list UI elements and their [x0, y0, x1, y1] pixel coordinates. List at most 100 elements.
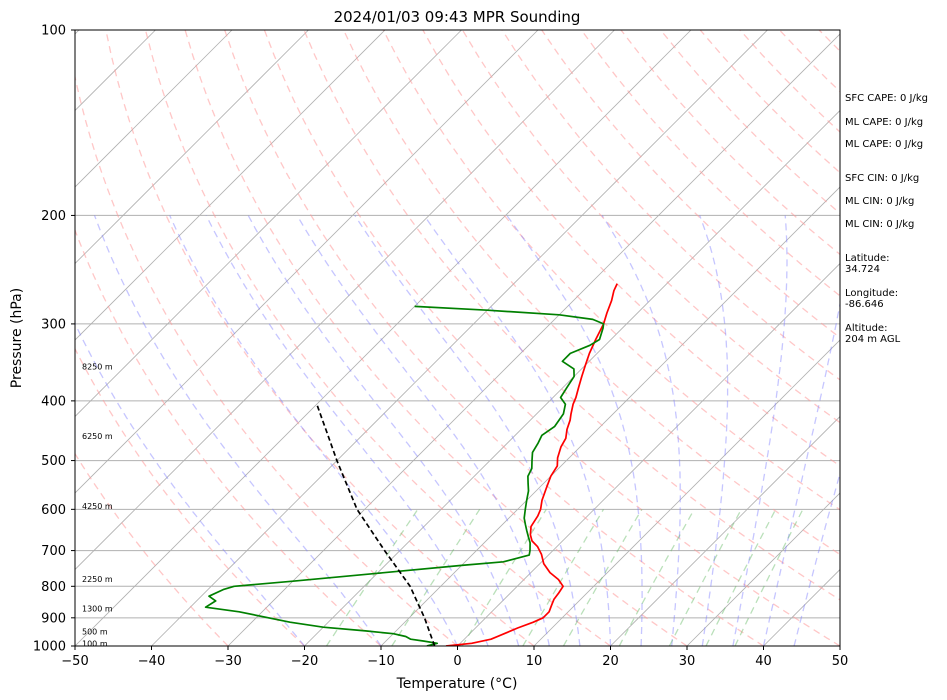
- x-tick-label: 10: [526, 654, 543, 669]
- chart-title: 2024/01/03 09:43 MPR Sounding: [334, 8, 581, 26]
- mixing-ratio-line: [734, 509, 804, 646]
- longitude-value: -86.646: [845, 299, 884, 310]
- x-tick-label: 20: [602, 654, 619, 669]
- x-tick-label: 40: [755, 654, 772, 669]
- isotherm-line: [227, 33, 840, 646]
- isotherm-line: [304, 109, 840, 646]
- sfc-cape-text: SFC CAPE: 0 J/kg: [845, 93, 928, 104]
- isotherm-line: [533, 339, 840, 646]
- dry-adiabat: [224, 30, 764, 646]
- dry-adiabat: [501, 30, 840, 381]
- dry-adiabat: [75, 452, 229, 646]
- x-tick-label: −40: [138, 654, 165, 669]
- longitude-block: Longitude: -86.646: [845, 288, 898, 310]
- latitude-value: 34.724: [845, 264, 880, 275]
- y-tick-label: 500: [41, 454, 66, 469]
- y-tick-label: 200: [41, 209, 66, 224]
- y-tick-label: 400: [41, 394, 66, 409]
- moist-adiabat: [699, 215, 729, 646]
- ml-cin-text-2: ML CIN: 0 J/kg: [845, 219, 915, 230]
- height-label: 8250 m: [82, 363, 113, 372]
- mixing-ratio-line: [562, 508, 643, 646]
- moist-adiabat: [423, 215, 612, 646]
- x-tick-label: −50: [61, 654, 88, 669]
- isotherm-line: [75, 30, 233, 188]
- y-tick-label: 1000: [33, 640, 66, 655]
- isotherm-line: [75, 30, 462, 418]
- isotherm-line: [75, 30, 615, 571]
- height-label: 2250 m: [82, 575, 113, 584]
- latitude-block: Latitude: 34.724: [845, 253, 890, 275]
- y-tick-label: 300: [41, 317, 66, 332]
- moist-adiabat: [793, 471, 840, 646]
- dry-adiabat: [184, 30, 688, 646]
- x-tick-label: −30: [214, 654, 241, 669]
- y-axis: 100 200 300 400 500 600 700 800 900 1000: [33, 24, 75, 655]
- y-tick-label: 100: [41, 24, 66, 39]
- moist-adiabat: [601, 215, 681, 646]
- isotherm-line: [75, 30, 386, 341]
- height-label: 500 m: [82, 628, 108, 637]
- moist-adiabat: [75, 321, 305, 646]
- series-group: [204, 283, 618, 646]
- dry-adiabat: [303, 30, 840, 601]
- isotherm-line: [75, 30, 539, 494]
- x-tick-label: 30: [679, 654, 696, 669]
- mixing-ratio-line: [705, 508, 777, 646]
- height-label: 100 m: [82, 639, 108, 648]
- x-tick-label: 50: [832, 654, 849, 669]
- altitude-value: 204 m AGL: [845, 334, 901, 345]
- dry-adiabat: [75, 74, 458, 646]
- altitude-label: Altitude:: [845, 323, 888, 334]
- x-axis-label: Temperature (°C): [396, 676, 518, 692]
- moist-adiabat: [354, 215, 581, 646]
- mixing-ratio-line: [522, 508, 605, 646]
- background-lines: [0, 30, 840, 646]
- height-label: 4250 m: [82, 502, 113, 511]
- y-tick-label: 800: [41, 580, 66, 595]
- moist-adiabat: [169, 215, 459, 646]
- ml-cape-text: ML CAPE: 0 J/kg: [845, 117, 924, 128]
- height-label: 1300 m: [82, 605, 113, 614]
- dry-adiabat: [105, 30, 535, 646]
- isotherm-line: [151, 30, 768, 646]
- x-tick-label: −20: [291, 654, 318, 669]
- dry-adiabat: [263, 30, 840, 646]
- dry-adiabat: [343, 30, 840, 556]
- plot-frame: [74, 29, 841, 647]
- ml-cin-text: ML CIN: 0 J/kg: [845, 196, 915, 207]
- height-label: 6250 m: [82, 432, 113, 441]
- x-axis: −50 −40 −30 −20 −10 0 10 20 30 40 50: [61, 646, 848, 669]
- altitude-block: Altitude: 204 m AGL: [845, 323, 900, 345]
- isotherm-line: [686, 492, 840, 646]
- mixing-ratio-line: [461, 508, 547, 646]
- isotherm-line: [457, 262, 840, 646]
- moist-adiabat: [762, 300, 840, 646]
- isotherm-line: [75, 30, 309, 265]
- moist-adiabat: [247, 215, 520, 646]
- dewpoint-line: [204, 305, 605, 646]
- latitude-label: Latitude:: [845, 253, 890, 264]
- height-labels: 8250 m 6250 m 4250 m 2250 m 1300 m 500 m 100 m: [82, 363, 113, 649]
- isotherm-line: [0, 30, 3, 646]
- y-tick-label: 900: [41, 611, 66, 626]
- parcel-path-line: [315, 403, 436, 646]
- moist-adiabat: [296, 215, 550, 646]
- moist-adiabat: [732, 215, 788, 646]
- longitude-label: Longitude:: [845, 288, 899, 299]
- moist-adiabat: [506, 215, 643, 646]
- x-tick-label: 0: [453, 654, 461, 669]
- mixing-ratio-line: [391, 508, 481, 646]
- isotherm-line: [75, 30, 692, 646]
- isotherm-line: [610, 415, 840, 646]
- x-tick-label: −10: [367, 654, 394, 669]
- y-axis-label: Pressure (hPa): [9, 288, 25, 388]
- mixing-ratio-line: [668, 508, 742, 646]
- isotherm-line: [380, 186, 840, 646]
- ml-cape-text-2: ML CAPE: 0 J/kg: [845, 139, 924, 150]
- dry-adiabat: [75, 228, 382, 646]
- dry-adiabat: [75, 347, 305, 646]
- y-tick-label: 700: [41, 544, 66, 559]
- y-tick-label: 600: [41, 503, 66, 518]
